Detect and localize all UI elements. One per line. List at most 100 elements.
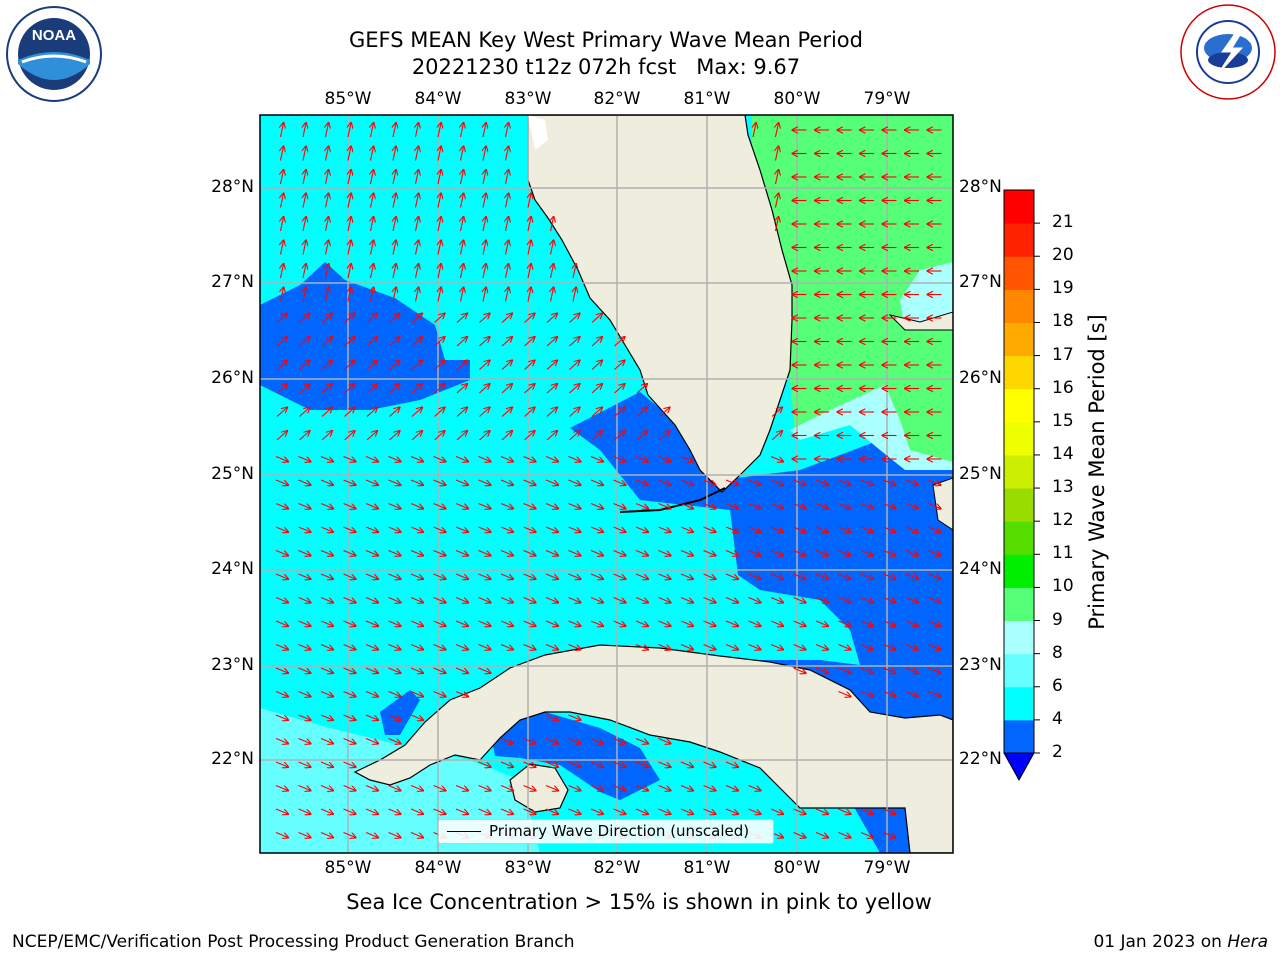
wave-direction-arrow [776, 217, 779, 232]
wave-direction-arrow [433, 455, 446, 462]
lat-label-right: 24°N [959, 559, 1002, 579]
wave-direction-arrow [613, 479, 626, 485]
wave-direction-arrow [433, 549, 446, 556]
wave-direction-arrow [725, 761, 738, 767]
wave-direction-arrow [326, 170, 329, 185]
wave-direction-arrow [545, 714, 558, 720]
wave-direction-arrow [320, 502, 333, 509]
wave-direction-arrow [815, 620, 828, 626]
wave-direction-arrow [815, 831, 828, 838]
wave-direction-arrow [569, 408, 580, 417]
wave-direction-arrow [569, 431, 580, 441]
colorbar-tick-label: 13 [1052, 477, 1074, 498]
wave-direction-arrow [298, 573, 311, 579]
wave-direction-arrow [545, 502, 558, 509]
wave-direction-arrow [523, 479, 536, 485]
wave-direction-arrow [500, 784, 513, 791]
wave-direction-arrow [658, 808, 671, 814]
wave-direction-arrow [905, 690, 918, 697]
wave-direction-arrow [523, 643, 536, 650]
wave-direction-arrow [838, 667, 851, 673]
wave-direction-arrow [410, 455, 423, 462]
wave-direction-arrow [725, 549, 738, 556]
wave-direction-arrow [658, 502, 671, 509]
wave-direction-arrow [344, 384, 355, 394]
wave-direction-arrow [275, 596, 288, 603]
lon-label-bottom: 84°W [414, 858, 462, 878]
wave-direction-arrow [883, 596, 896, 603]
wave-direction-arrow [438, 147, 441, 161]
wave-direction-arrow [438, 288, 441, 302]
wave-direction-arrow [551, 241, 554, 255]
wave-direction-arrow [500, 549, 513, 556]
wave-direction-arrow [455, 784, 468, 791]
colorbar-frame [1003, 189, 1035, 754]
wave-direction-arrow [771, 431, 782, 441]
wave-direction-arrow [320, 737, 333, 744]
map-legend: Primary Wave Direction (unscaled) [438, 819, 774, 844]
wave-direction-arrow [483, 123, 486, 138]
wave-direction-arrow [545, 479, 558, 485]
wave-direction-arrow [321, 384, 332, 394]
wave-direction-arrow [883, 620, 896, 626]
wave-direction-arrow [860, 526, 873, 532]
wave-direction-arrow [389, 384, 400, 394]
wave-direction-arrow [371, 217, 374, 232]
colorbar-segment [1004, 488, 1034, 522]
footer-date: 01 Jan 2023 on Hera [1093, 932, 1268, 952]
wave-direction-arrow [416, 147, 419, 161]
wave-direction-arrow [348, 288, 351, 302]
wave-direction-arrow [303, 264, 306, 279]
wave-direction-arrow [748, 596, 761, 603]
wave-direction-arrow [456, 314, 467, 323]
wave-direction-arrow [343, 784, 356, 791]
wave-direction-arrow [433, 526, 446, 532]
wave-direction-arrow [326, 288, 329, 302]
wave-direction-arrow [748, 479, 761, 485]
wave-direction-arrow [770, 479, 783, 485]
wave-direction-arrow [478, 667, 491, 673]
wave-direction-arrow [456, 361, 467, 370]
wave-direction-arrow [461, 217, 464, 232]
lat-label-left: 22°N [211, 749, 254, 769]
wave-direction-arrow [456, 384, 467, 394]
wave-direction-arrow [545, 573, 558, 579]
wave-direction-arrow [320, 714, 333, 720]
wave-direction-arrow [438, 264, 441, 279]
wave-direction-arrow [275, 479, 288, 485]
wave-direction-arrow [366, 384, 377, 394]
colorbar-segment [1004, 421, 1034, 456]
wave-direction-arrow [546, 384, 557, 394]
wave-direction-arrow [478, 479, 491, 485]
wave-direction-arrow [905, 596, 918, 603]
wave-direction-arrow [438, 217, 441, 232]
colorbar-segment [1004, 653, 1034, 688]
wave-direction-arrow [524, 361, 535, 370]
colorbar-segment [1004, 686, 1034, 721]
wave-direction-arrow [546, 314, 557, 323]
wave-direction-arrow [365, 737, 378, 744]
wave-direction-arrow [500, 479, 513, 485]
wave-direction-arrow [590, 596, 603, 603]
wave-direction-arrow [523, 596, 536, 603]
wave-direction-arrow [298, 455, 311, 462]
wave-direction-arrow [500, 596, 513, 603]
wave-direction-arrow [635, 620, 648, 626]
wave-direction-arrow [860, 808, 873, 814]
wave-direction-arrow [614, 431, 625, 441]
wave-direction-arrow [483, 170, 486, 185]
wave-direction-arrow [568, 761, 581, 767]
wave-direction-arrow [523, 620, 536, 626]
wave-direction-arrow [860, 549, 873, 556]
wave-direction-arrow [770, 596, 783, 603]
wave-direction-arrow [410, 714, 423, 720]
lon-label-bottom: 82°W [593, 858, 641, 878]
lon-label-top: 79°W [863, 89, 911, 109]
wave-direction-arrow [455, 573, 468, 579]
wave-direction-arrow [680, 761, 693, 767]
wave-direction-arrow [590, 737, 603, 744]
wave-direction-arrow [725, 784, 738, 791]
wave-direction-arrow [299, 361, 310, 370]
wave-direction-arrow [928, 479, 941, 485]
wave-direction-arrow [416, 264, 419, 279]
